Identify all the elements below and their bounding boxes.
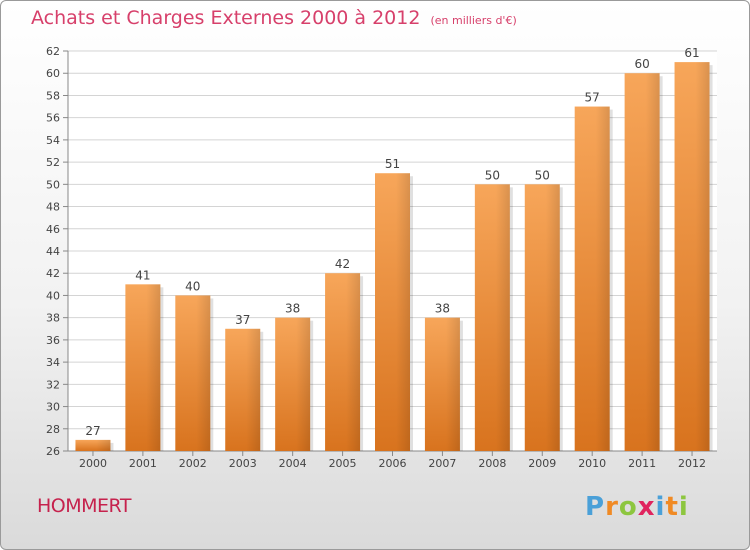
y-tick-label: 48	[46, 201, 60, 214]
logo-letter: i	[678, 492, 689, 522]
data-label: 27	[85, 424, 100, 438]
data-label: 37	[235, 313, 250, 327]
x-tick-label: 2009	[528, 457, 556, 470]
y-tick-label: 44	[46, 245, 60, 258]
y-tick-label: 62	[46, 45, 60, 58]
data-label: 57	[585, 91, 600, 105]
bar-shade	[445, 317, 460, 451]
y-tick-label: 40	[46, 289, 60, 302]
x-tick-label: 2012	[678, 457, 706, 470]
logo-letter: x	[637, 492, 656, 522]
y-tick-label: 38	[46, 312, 60, 325]
y-tick-label: 36	[46, 334, 60, 347]
x-tick-label: 2000	[79, 457, 107, 470]
data-label: 50	[535, 168, 550, 182]
y-tick-label: 56	[46, 112, 60, 125]
x-tick-label: 2004	[279, 457, 307, 470]
y-tick-label: 54	[46, 134, 60, 147]
y-tick-label: 26	[46, 445, 60, 458]
bar-shade	[246, 328, 261, 451]
data-label: 50	[485, 168, 500, 182]
chart-title-block: Achats et Charges Externes 2000 à 2012 (e…	[31, 7, 517, 29]
y-tick-label: 28	[46, 423, 60, 436]
logo-letter: r	[605, 492, 619, 522]
data-label: 38	[285, 302, 300, 316]
proxiti-logo: Proxiti	[585, 492, 689, 522]
bar-shade	[645, 73, 660, 451]
y-tick-label: 58	[46, 89, 60, 102]
bar-shade	[545, 184, 560, 452]
x-tick-label: 2002	[179, 457, 207, 470]
x-tick-label: 2003	[229, 457, 257, 470]
bar-shade	[296, 317, 311, 451]
x-tick-label: 2007	[428, 457, 456, 470]
bar-shade	[96, 439, 111, 451]
data-label: 61	[684, 46, 699, 60]
x-tick-label: 2008	[478, 457, 506, 470]
label-layer: 27 41 40 37 38 42 51 38 50 50 57 60 61	[85, 46, 699, 438]
bar	[75, 439, 111, 451]
bar-shade	[196, 295, 211, 451]
data-label: 42	[335, 257, 350, 271]
logo-letter: o	[618, 492, 638, 522]
x-tick-label: 2006	[379, 457, 407, 470]
commune-name: HOMMERT	[37, 495, 131, 517]
bar-layer	[75, 62, 713, 452]
bar-shade	[495, 184, 510, 452]
logo-letter: i	[655, 492, 666, 522]
y-tick-label: 30	[46, 401, 60, 414]
chart-unit: (en milliers d'€)	[430, 14, 517, 27]
y-tick-label: 60	[46, 67, 60, 80]
y-tick-label: 52	[46, 156, 60, 169]
bar-shade	[346, 273, 361, 451]
logo-letter: t	[665, 492, 679, 522]
y-tick-label: 50	[46, 178, 60, 191]
chart-title: Achats et Charges Externes 2000 à 2012	[31, 7, 421, 29]
data-label: 60	[634, 57, 649, 71]
data-label: 40	[185, 279, 200, 293]
data-label: 38	[435, 302, 450, 316]
x-tick-label: 2001	[129, 457, 157, 470]
data-label: 51	[385, 157, 400, 171]
bar-shade	[695, 62, 710, 451]
logo-letter: P	[585, 492, 606, 522]
x-tick-label: 2010	[578, 457, 606, 470]
x-tick-label: 2005	[329, 457, 357, 470]
bar-shade	[595, 106, 610, 452]
y-tick-label: 34	[46, 356, 60, 369]
data-label: 41	[135, 268, 150, 282]
bar-shade	[396, 173, 410, 451]
x-tick-label: 2011	[628, 457, 656, 470]
bar-shade	[146, 284, 161, 451]
y-tick-label: 32	[46, 378, 60, 391]
y-tick-label: 46	[46, 223, 60, 236]
y-tick-label: 42	[46, 267, 60, 280]
